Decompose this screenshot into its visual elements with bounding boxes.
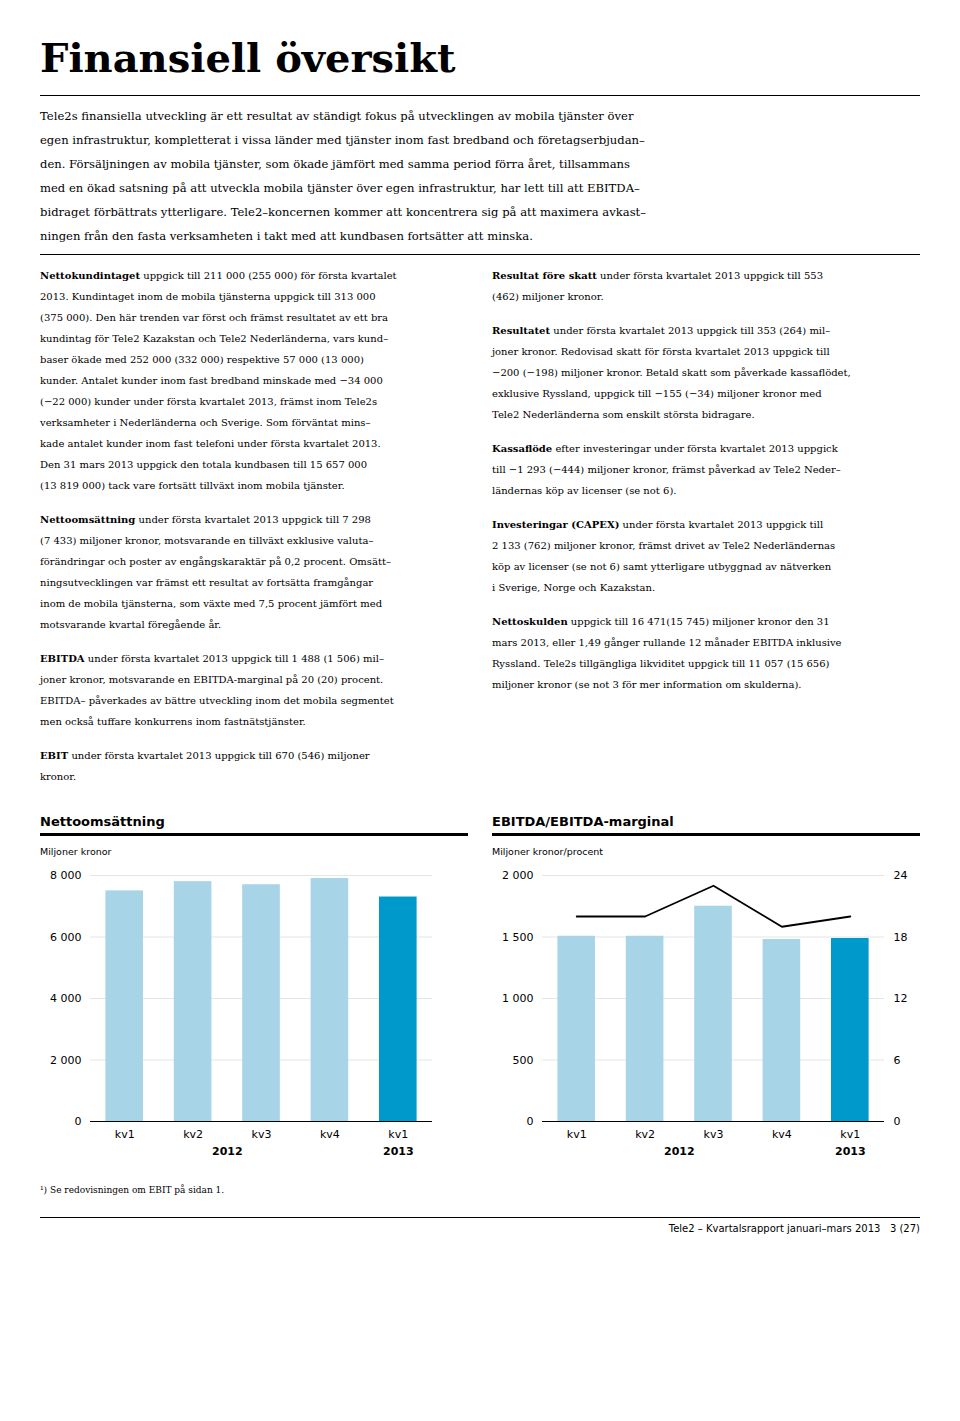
html-text:miljoner kronor (se not 3 för: miljoner kronor (se not 3 för mer inform… [492,679,802,690]
svg-text:kv4: kv4 [772,1128,792,1141]
html-text:bidraget förbättrats ytterliga: bidraget förbättrats ytterligare. Tele2–… [40,205,647,219]
html-text:Resultat före skatt under förs: Resultat före skatt under första kvartal… [492,270,823,281]
html-text:Nettoskulden uppgick till 16 4: Nettoskulden uppgick till 16 471(15 745)… [492,616,830,627]
svg-text:2012: 2012 [212,1145,243,1158]
svg-text:kv1: kv1 [567,1128,587,1141]
html-text:kade antalet kunder inom fast: kade antalet kunder inom fast telefoni u… [40,438,381,449]
html-text:Resultatet under första kvarta: Resultatet under första kvartalet 2013 u… [492,325,831,336]
html-text:till −1 293 (−444) miljoner kr: till −1 293 (−444) miljoner kronor, främ… [492,464,841,475]
html-text:men också tuffare konkurrens i: men också tuffare konkurrens inom fastnä… [40,716,306,727]
html-text:−200 (−198) miljoner kronor. B: −200 (−198) miljoner kronor. Betald skat… [492,367,851,378]
svg-text:2013: 2013 [383,1145,414,1158]
html-text:Tele2 – Kvartalsrapport januar: Tele2 – Kvartalsrapport januari–mars 201… [668,1223,920,1234]
svg-text:1 500: 1 500 [502,931,534,944]
svg-text:0: 0 [894,1115,901,1128]
svg-text:500: 500 [513,1054,534,1067]
html-text:Tele2 Nederländerna som enskil: Tele2 Nederländerna som enskilt största … [492,409,755,420]
svg-text:kv1: kv1 [840,1128,860,1141]
html-text:den. Försäljningen av mobila t: den. Försäljningen av mobila tjänster, s… [40,157,630,171]
html-text:motsvarande kvartal föregående: motsvarande kvartal föregående år. [40,619,222,630]
html-text:kronor.: kronor. [40,771,77,782]
html-text:köp av licenser (se not 6) sam: köp av licenser (se not 6) samt ytterlig… [492,561,832,572]
svg-text:kv2: kv2 [183,1128,203,1141]
html-text:Kassaflöde efter investeringar: Kassaflöde efter investeringar under för… [492,443,838,454]
html-text:verksamheter i Nederländerna o: verksamheter i Nederländerna och Sverige… [40,417,371,428]
svg-text:kv4: kv4 [320,1128,340,1141]
svg-text:0: 0 [527,1115,534,1128]
html-text:Nettoomsättning under första k: Nettoomsättning under första kvartalet 2… [40,514,371,525]
svg-text:2 000: 2 000 [502,869,534,882]
svg-text:2 000: 2 000 [50,1054,82,1067]
html-text:Investeringar (CAPEX) under fö: Investeringar (CAPEX) under första kvart… [492,519,824,530]
html-text:Nettoomsättning: Nettoomsättning [40,814,165,829]
svg-text:24: 24 [894,869,908,882]
svg-text:2013: 2013 [835,1145,866,1158]
svg-text:4 000: 4 000 [50,992,82,1005]
html-text:ningen från den fasta verksamh: ningen från den fasta verksamheten i tak… [40,229,533,243]
html-text:(13 819 000) tack vare fortsät: (13 819 000) tack vare fortsätt tillväxt… [40,480,345,491]
html-text:Miljoner kronor: Miljoner kronor [40,846,112,857]
svg-text:8 000: 8 000 [50,869,82,882]
svg-text:2012: 2012 [664,1145,695,1158]
html-text:mars 2013, eller 1,49 gånger r: mars 2013, eller 1,49 gånger rullande 12… [492,637,842,648]
html-text:Nettokundintaget uppgick till: Nettokundintaget uppgick till 211 000 (2… [40,270,397,281]
html-text:ländernas köp av licenser (se: ländernas köp av licenser (se not 6). [492,485,677,496]
html-text:(375 000). Den här trenden var: (375 000). Den här trenden var först och… [40,312,389,323]
html-text:EBITDA– påverkades av bättre u: EBITDA– påverkades av bättre utveckling … [40,695,394,706]
html-text:joner kronor. Redovisad skatt: joner kronor. Redovisad skatt för första… [492,346,830,357]
html-text:(7 433) miljoner kronor, motsv: (7 433) miljoner kronor, motsvarande en … [40,535,374,546]
html-text:baser ökade med 252 000 (332 0: baser ökade med 252 000 (332 000) respek… [40,354,364,365]
html-text:exklusive Ryssland, uppgick ti: exklusive Ryssland, uppgick till −155 (−… [492,388,822,399]
html-text:Den 31 mars 2013 uppgick den t: Den 31 mars 2013 uppgick den totala kund… [40,459,367,470]
html-text:med en ökad satsning på att ut: med en ökad satsning på att utveckla mob… [40,181,640,195]
html-text:Tele2s finansiella utveckling: Tele2s finansiella utveckling är ett res… [40,109,634,123]
svg-text:6: 6 [894,1054,901,1067]
svg-text:kv1: kv1 [115,1128,135,1141]
html-text:¹) Se redovisningen om EBIT på: ¹) Se redovisningen om EBIT på sidan 1. [40,1185,225,1195]
html-text:ningsutvecklingen var främst e: ningsutvecklingen var främst ett resulta… [40,577,374,588]
svg-text:0: 0 [75,1115,82,1128]
html-text:kunder. Antalet kunder inom fa: kunder. Antalet kunder inom fast bredban… [40,375,383,386]
html-text:2013. Kundintaget inom de mobi: 2013. Kundintaget inom de mobila tjänste… [40,291,376,302]
svg-text:6 000: 6 000 [50,931,82,944]
svg-text:kv2: kv2 [635,1128,655,1141]
html-text:Ryssland. Tele2s tillgängliga: Ryssland. Tele2s tillgängliga likviditet… [492,658,830,669]
html-text:Miljoner kronor/procent: Miljoner kronor/procent [492,846,603,857]
svg-text:18: 18 [894,931,908,944]
html-text:inom de mobila tjänsterna, som: inom de mobila tjänsterna, som växte med… [40,598,382,609]
html-text:joner kronor, motsvarande en E: joner kronor, motsvarande en EBITDA-marg… [40,674,384,685]
html-text:kundintag för Tele2 Kazakstan: kundintag för Tele2 Kazakstan och Tele2 … [40,333,389,344]
html-text:(462) miljoner kronor.: (462) miljoner kronor. [492,291,604,302]
html-text:i Sverige, Norge och Kazakstan: i Sverige, Norge och Kazakstan. [492,582,656,593]
svg-text:1 000: 1 000 [502,992,534,1005]
html-text:EBIT under första kvartalet 20: EBIT under första kvartalet 2013 uppgick… [40,750,370,761]
svg-text:kv3: kv3 [252,1128,272,1141]
svg-text:kv3: kv3 [704,1128,724,1141]
html-text:(−22 000) kunder under första: (−22 000) kunder under första kvartalet … [40,396,378,407]
html-text:EBITDA/EBITDA-marginal: EBITDA/EBITDA-marginal [492,814,674,829]
html-text:egen infrastruktur, kompletter: egen infrastruktur, kompletterat i vissa… [40,133,645,147]
html-text:förändringar och poster av eng: förändringar och poster av engångskarakt… [40,556,391,567]
html-text:2 133 (762) miljoner kronor, f: 2 133 (762) miljoner kronor, främst driv… [492,540,836,551]
svg-text:kv1: kv1 [388,1128,408,1141]
html-text:Finansiell översikt: Finansiell översikt [40,34,456,81]
html-text:EBITDA under första kvartalet: EBITDA under första kvartalet 2013 uppgi… [40,653,384,664]
svg-text:12: 12 [894,992,908,1005]
